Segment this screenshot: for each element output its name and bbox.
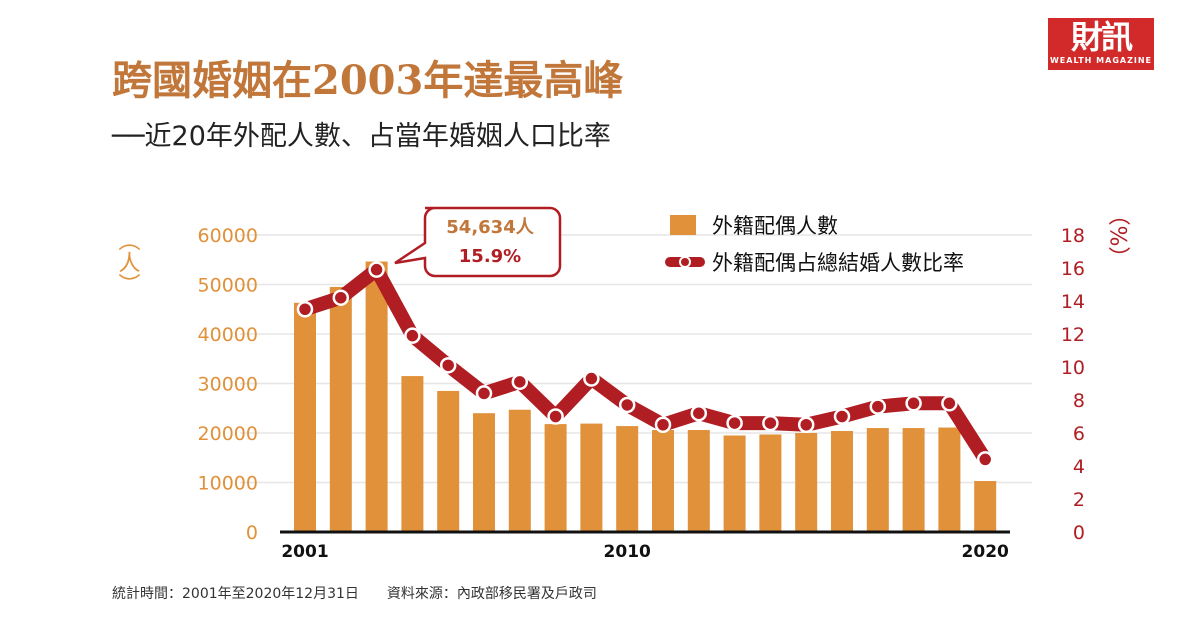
left-axis-label: （人） xyxy=(115,229,141,295)
left-tick-label: 10000 xyxy=(198,473,258,495)
logo-main: 財訊 xyxy=(1070,18,1133,56)
bar-2009 xyxy=(580,423,603,532)
right-tick-label: 16 xyxy=(1061,258,1085,280)
bar-2007 xyxy=(508,409,531,532)
logo-sub: WEALTH MAGAZINE xyxy=(1049,56,1153,65)
right-tick-label: 12 xyxy=(1061,324,1085,346)
ratio-point-2016 xyxy=(833,408,851,425)
ratio-point-2014 xyxy=(762,414,779,432)
ratio-point-2019 xyxy=(941,395,958,412)
left-tick-label: 60000 xyxy=(198,225,258,247)
legend-line-marker xyxy=(679,256,691,268)
footer-note: 統計時間：2001年至2020年12月31日 資料來源：內政部移民署及戶政司 xyxy=(112,586,597,602)
left-tick-label: 50000 xyxy=(198,275,258,297)
chart-subtitle: ──近20年外配人數、占當年婚姻人口比率 xyxy=(112,121,611,152)
right-tick-label: 2 xyxy=(1073,489,1085,511)
bar-2002 xyxy=(329,286,352,532)
left-tick-label: 30000 xyxy=(198,374,258,396)
right-tick-label: 0 xyxy=(1073,522,1085,544)
ratio-point-2020 xyxy=(976,451,994,468)
chart-title: 跨國婚姻在2003年達最高峰 xyxy=(112,57,624,104)
right-tick-label: 14 xyxy=(1061,291,1085,313)
ratio-point-2012 xyxy=(690,404,708,422)
legend-line-label: 外籍配偶占總結婚人數比率 xyxy=(712,251,964,275)
ratio-point-2004 xyxy=(404,327,421,344)
wealth-magazine-logo: 財訊 WEALTH MAGAZINE xyxy=(1048,18,1154,70)
bar-2020 xyxy=(974,481,997,532)
bar-2008 xyxy=(544,424,567,532)
right-tick-label: 4 xyxy=(1073,456,1085,478)
ratio-point-2001 xyxy=(296,301,314,318)
ratio-point-2006 xyxy=(475,385,493,402)
right-tick-label: 8 xyxy=(1073,390,1085,412)
bar-2016 xyxy=(831,431,853,532)
right-tick-label: 18 xyxy=(1061,225,1085,247)
ratio-point-2002 xyxy=(332,289,350,306)
ratio-point-2015 xyxy=(797,416,815,433)
ratio-point-2003 xyxy=(368,261,385,278)
legend-bar-swatch xyxy=(670,215,696,235)
ratio-point-2018 xyxy=(905,395,922,412)
bar-2018 xyxy=(902,428,925,532)
right-axis-label: （%） xyxy=(1105,204,1131,269)
bar-2001 xyxy=(294,302,316,532)
bar-2011 xyxy=(652,430,674,532)
ratio-point-2005 xyxy=(439,357,457,374)
left-tick-label: 20000 xyxy=(198,423,258,445)
left-tick-label: 0 xyxy=(246,522,258,544)
annotation-count: 54,634人 xyxy=(446,217,534,238)
right-tick-label: 10 xyxy=(1061,357,1085,379)
legend-bar-label: 外籍配偶人數 xyxy=(712,214,838,238)
bar-2005 xyxy=(437,390,460,532)
bar-2010 xyxy=(616,426,639,532)
bar-2019 xyxy=(938,427,961,532)
left-tick-label: 40000 xyxy=(198,324,258,346)
ratio-point-2007 xyxy=(511,373,529,391)
ratio-point-2013 xyxy=(726,414,743,432)
bar-2012 xyxy=(687,430,710,532)
bar-2013 xyxy=(723,435,746,532)
x-tick-label: 2010 xyxy=(604,542,651,562)
x-tick-label: 2001 xyxy=(281,542,328,562)
annotation-ratio: 15.9% xyxy=(459,246,521,267)
ratio-point-2010 xyxy=(618,396,636,414)
bar-2006 xyxy=(473,413,495,532)
right-tick-label: 6 xyxy=(1073,423,1085,445)
x-tick-label: 2020 xyxy=(962,542,1009,562)
bar-2014 xyxy=(759,434,782,532)
bar-2017 xyxy=(866,428,889,532)
bar-2003 xyxy=(365,261,388,532)
bar-2015 xyxy=(795,433,818,532)
annotation-callout xyxy=(394,206,562,278)
bar-2004 xyxy=(401,376,424,532)
ratio-point-2009 xyxy=(583,370,600,387)
ratio-point-2008 xyxy=(547,408,564,425)
ratio-point-2017 xyxy=(869,398,887,415)
ratio-point-2011 xyxy=(654,416,672,433)
